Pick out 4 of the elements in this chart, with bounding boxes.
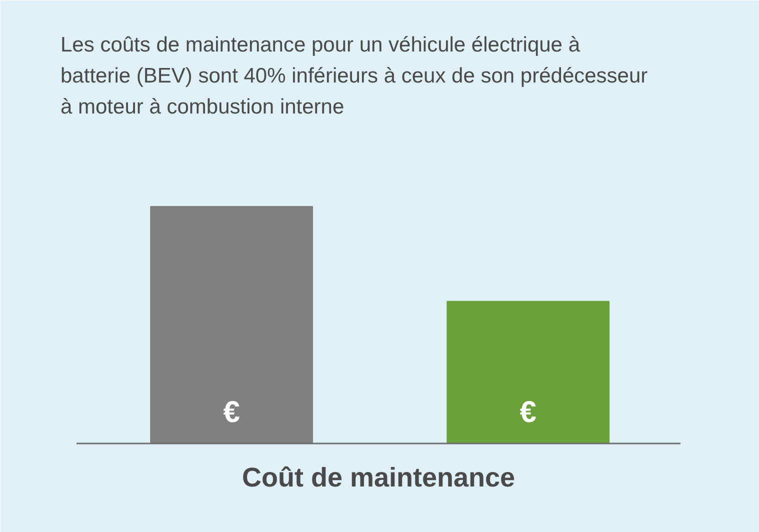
x-axis-title: Coût de maintenance bbox=[242, 462, 516, 492]
annotation: € bbox=[223, 396, 240, 429]
annotation: € bbox=[520, 396, 537, 429]
chart-title: Les coûts de maintenance pour un véhicule électrique à batterie (BEV) sont 40% inférieurs à ceux de son prédécesseur à moteur à combustion interne bbox=[60, 33, 648, 118]
